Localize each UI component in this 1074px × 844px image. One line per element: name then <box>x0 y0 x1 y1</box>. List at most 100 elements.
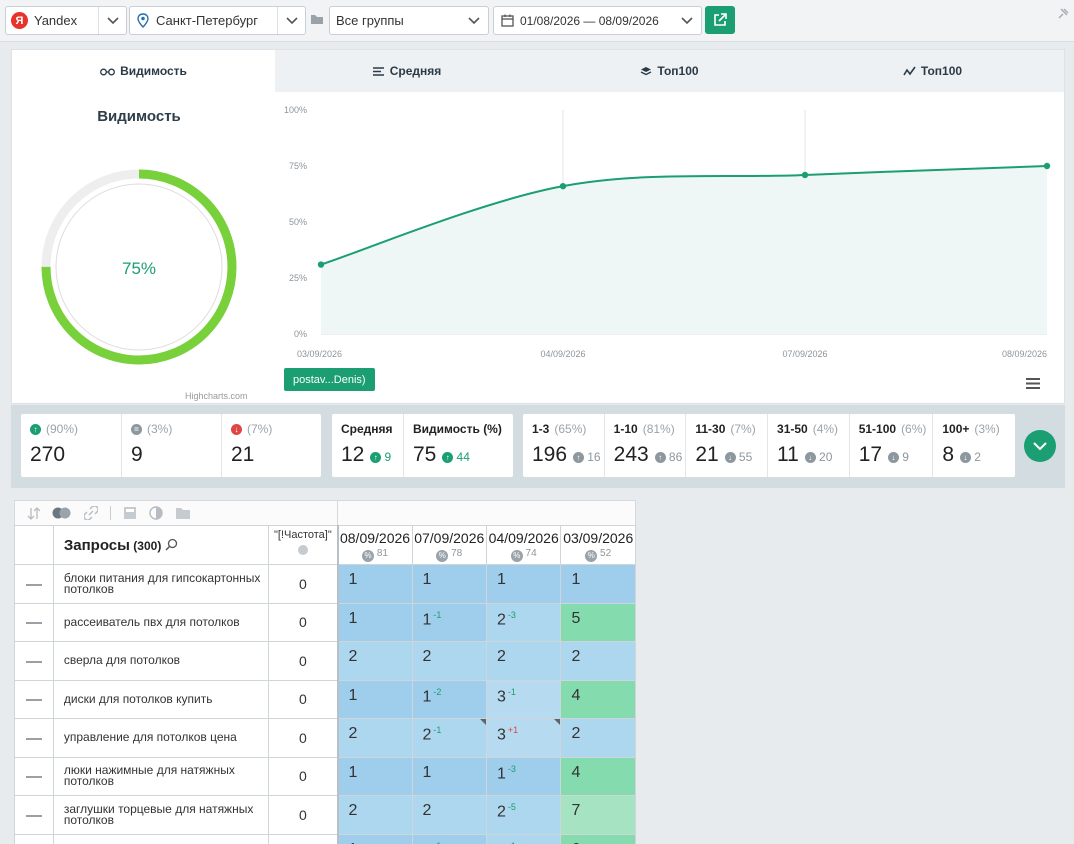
tab-top100-trend[interactable]: Топ100 <box>801 50 1064 92</box>
pin-icon[interactable] <box>1057 8 1069 23</box>
position-cell[interactable]: 1 <box>337 679 413 719</box>
position-cell[interactable]: 7 <box>560 795 636 835</box>
position-cell[interactable]: 1 <box>411 564 487 604</box>
stat-range-31-50[interactable]: 31-50 (4%) 11 ↓ 20 <box>768 414 850 477</box>
position-value: 2 <box>422 802 432 819</box>
date-header[interactable]: 03/09/2026% 52 <box>560 525 636 565</box>
stat-range-51-100[interactable]: 51-100 (6%) 17 ↓ 9 <box>850 414 934 477</box>
search-icon[interactable] <box>165 538 178 551</box>
date-range-select[interactable]: 01/08/2026 — 08/09/2026 <box>493 6 702 35</box>
query-cell[interactable]: блоки питания для гипсокартонных потолко… <box>52 564 270 604</box>
position-cell[interactable]: 5 <box>560 602 636 642</box>
stat-unchanged[interactable]: = (3%) 9 <box>122 414 222 477</box>
position-delta: +1 <box>507 725 519 735</box>
position-cell[interactable]: 2 -3 <box>485 602 562 642</box>
table-row[interactable]: диски для потолков купить 0 1 1 -2 3 -1 4 <box>14 679 636 719</box>
position-cell[interactable]: 3 -1 <box>485 679 562 719</box>
position-cell[interactable]: 2-1 <box>485 833 562 844</box>
series-line <box>320 165 1048 266</box>
position-cell[interactable]: 2 -5 <box>485 795 562 835</box>
row-mark[interactable] <box>14 718 54 758</box>
table-row[interactable]: блоки питания для гипсокартонных потолко… <box>14 564 636 604</box>
position-cell[interactable]: 2 <box>485 641 562 681</box>
table-row[interactable]: люки нажимные для натяжных потолков 0 1 1 1-… <box>14 756 636 796</box>
frequency-header[interactable]: "[!Частота]" <box>268 525 339 565</box>
sort-icon[interactable] <box>27 506 40 520</box>
date-header[interactable]: 04/09/2026% 74 <box>485 525 562 565</box>
region-select[interactable]: Санкт-Петербург <box>129 6 306 35</box>
position-cell[interactable]: 2 <box>411 641 487 681</box>
position-cell[interactable]: 2-1 <box>411 718 487 758</box>
y-tick-label: 25% <box>289 273 307 283</box>
query-cell[interactable]: рассеиватель пвх для потолков <box>52 602 270 642</box>
group-select[interactable]: Все группы <box>329 6 489 35</box>
table-row[interactable]: заглушки торцевые для натяжных потолков 0… <box>14 795 636 835</box>
query-cell[interactable] <box>52 833 270 844</box>
tab-average[interactable]: Средняя <box>275 50 538 92</box>
position-cell[interactable]: 4 <box>560 756 636 796</box>
stat-range-100-plus[interactable]: 100+ (3%) 8 ↓ 2 <box>933 414 1015 477</box>
table-row[interactable]: рассеиватель пвх для потолков 0 1 1 -1 2 -3 5 <box>14 602 636 642</box>
position-cell[interactable]: 1 -2 <box>411 679 487 719</box>
query-cell[interactable]: управление для потолков цена <box>52 718 270 758</box>
stat-visibility-percent[interactable]: Видимость (%) 75 ↑ 44 <box>404 414 513 477</box>
stat-declined[interactable]: ↓ (7%) 21 <box>222 414 321 477</box>
contrast-icon[interactable] <box>149 506 163 520</box>
query-cell[interactable]: заглушки торцевые для натяжных потолков <box>52 795 270 835</box>
position-cell[interactable]: 3 +1 <box>485 718 562 758</box>
date-count: 52 <box>600 548 612 559</box>
expand-stats-button[interactable] <box>1024 430 1056 462</box>
date-header[interactable]: 08/09/2026% 81 <box>337 525 413 565</box>
position-cell[interactable]: 6 <box>560 833 636 844</box>
toggle-icon[interactable] <box>52 507 72 519</box>
position-cell[interactable]: 2 <box>560 641 636 681</box>
position-cell[interactable]: 4 <box>560 679 636 719</box>
position-cell[interactable]: 1 <box>560 564 636 604</box>
row-mark[interactable] <box>14 795 54 835</box>
query-cell[interactable]: диски для потолков купить <box>52 679 270 719</box>
report-icon[interactable] <box>123 506 137 520</box>
highcharts-credit[interactable]: Highcharts.com <box>185 391 248 401</box>
row-mark[interactable] <box>14 641 54 681</box>
position-cell[interactable]: 2 <box>560 718 636 758</box>
location-pin-icon <box>136 13 150 29</box>
position-cell[interactable]: 2 <box>337 641 413 681</box>
date-header[interactable]: 07/09/2026% 78 <box>411 525 487 565</box>
row-mark[interactable] <box>14 756 54 796</box>
row-mark[interactable] <box>14 564 54 604</box>
position-cell[interactable]: 1 <box>337 564 413 604</box>
open-external-button[interactable] <box>705 6 735 34</box>
table-row[interactable]: управление для потолков цена 0 2 2 -1 3 +1 2 <box>14 718 636 758</box>
folder-chart-icon[interactable] <box>175 506 191 520</box>
query-header[interactable]: Запросы (300) <box>52 525 270 565</box>
search-engine-select[interactable]: Я Yandex <box>5 6 127 35</box>
stat-range-11-30[interactable]: 11-30 (7%) 21 ↓ 55 <box>686 414 769 477</box>
position-cell[interactable]: 1 <box>485 564 562 604</box>
stat-range-1-3[interactable]: 1-3 (65%) 196 ↑ 16 <box>523 414 605 477</box>
series-legend-button[interactable]: postav...Denis) <box>284 368 375 391</box>
table-row[interactable]: сверла для потолков 0 2 2 2 2 <box>14 641 636 681</box>
stat-improved[interactable]: ↑ (90%) 270 <box>21 414 122 477</box>
position-cell[interactable]: 1 <box>411 756 487 796</box>
row-mark[interactable] <box>14 679 54 719</box>
row-mark[interactable] <box>14 602 54 642</box>
query-cell[interactable]: сверла для потолков <box>52 641 270 681</box>
position-cell[interactable]: 2 <box>411 795 487 835</box>
row-mark[interactable] <box>14 833 54 844</box>
position-cell[interactable]: 2 <box>337 795 413 835</box>
query-cell[interactable]: люки нажимные для натяжных потолков <box>52 756 270 796</box>
position-cell[interactable]: 1 <box>337 756 413 796</box>
link-icon[interactable] <box>84 506 98 520</box>
position-cell[interactable]: 1-1 <box>411 833 487 844</box>
stat-range-1-10[interactable]: 1-10 (81%) 243 ↑ 86 <box>605 414 687 477</box>
position-cell[interactable]: 1-1 <box>411 602 487 642</box>
position-cell[interactable]: 1 <box>337 833 413 844</box>
position-cell[interactable]: 2 <box>337 718 413 758</box>
stat-average-position[interactable]: Средняя 12 ↑ 9 <box>332 414 404 477</box>
position-cell[interactable]: 1 <box>337 602 413 642</box>
tab-visibility[interactable]: Видимость <box>12 50 275 92</box>
chart-menu-icon[interactable] <box>1025 377 1041 393</box>
position-cell[interactable]: 1 -3 <box>485 756 562 796</box>
tab-top100-layers[interactable]: Топ100 <box>538 50 801 92</box>
table-row[interactable]: 11-12-16 <box>14 833 636 844</box>
